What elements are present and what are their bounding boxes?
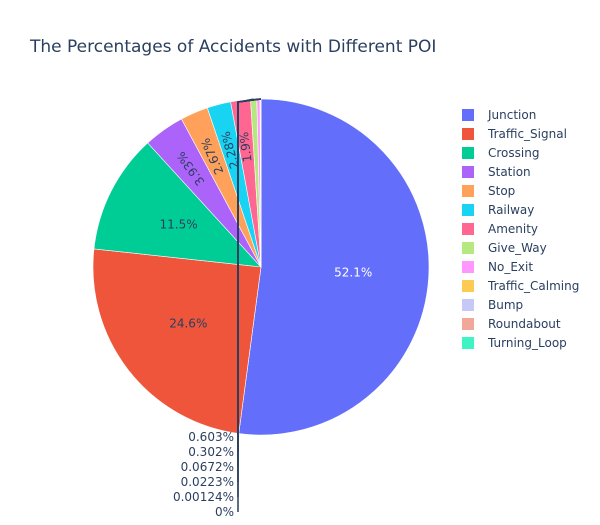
- pie-slices: [92, 98, 430, 436]
- legend-swatch: [462, 223, 474, 235]
- legend-label: Traffic_Calming: [487, 279, 579, 293]
- outside-label-bump: 0.0223%: [181, 475, 234, 489]
- legend-swatch: [462, 109, 474, 121]
- legend-swatch: [462, 280, 474, 292]
- legend-item-turning-loop[interactable]: Turning_Loop: [462, 336, 567, 350]
- legend-item-bump[interactable]: Bump: [462, 298, 523, 312]
- legend-swatch: [462, 299, 474, 311]
- legend-swatch: [462, 318, 474, 330]
- legend-item-no-exit[interactable]: No_Exit: [462, 260, 533, 274]
- chart-title: The Percentages of Accidents with Differ…: [29, 37, 436, 57]
- legend-swatch: [462, 166, 474, 178]
- slice-label-crossing: 11.5%: [160, 218, 198, 232]
- legend-swatch: [462, 147, 474, 159]
- legend-swatch: [462, 204, 474, 216]
- legend-label: Roundabout: [488, 317, 561, 331]
- outside-label-give-way: 0.603%: [188, 430, 234, 444]
- legend-swatch: [462, 185, 474, 197]
- legend-label: Railway: [488, 203, 534, 217]
- legend-label: Stop: [488, 184, 515, 198]
- legend-item-amenity[interactable]: Amenity: [462, 222, 538, 236]
- slice-label-amenity: 1.9%: [237, 131, 255, 163]
- legend-label: No_Exit: [488, 260, 533, 274]
- legend-label: Give_Way: [488, 241, 547, 255]
- legend-swatch: [462, 261, 474, 273]
- legend-label: Amenity: [488, 222, 538, 236]
- slice-label-junction: 52.1%: [334, 266, 372, 280]
- legend-item-traffic-signal[interactable]: Traffic_Signal: [462, 127, 567, 141]
- pie-slice-junction: [238, 98, 430, 436]
- legend-label: Bump: [488, 298, 523, 312]
- outside-label-roundabout: 0.00124%: [173, 490, 234, 504]
- legend-swatch: [462, 337, 474, 349]
- legend-label: Junction: [487, 108, 536, 122]
- pie-inside-labels: 52.1%24.6%11.5%3.93%2.67%2.28%1.9%: [160, 130, 373, 331]
- legend-item-stop[interactable]: Stop: [462, 184, 515, 198]
- legend-label: Crossing: [488, 146, 539, 160]
- outside-label-no-exit: 0.302%: [188, 445, 234, 459]
- pie-outside-labels: 0.603%0.302%0.0672%0.0223%0.00124%0%: [173, 98, 262, 519]
- legend-item-give-way[interactable]: Give_Way: [462, 241, 547, 255]
- legend-item-traffic-calming[interactable]: Traffic_Calming: [462, 279, 579, 293]
- legend-swatch: [462, 128, 474, 140]
- legend-item-railway[interactable]: Railway: [462, 203, 534, 217]
- legend-item-roundabout[interactable]: Roundabout: [462, 317, 561, 331]
- slice-label-traffic-signal: 24.6%: [169, 317, 207, 331]
- leader-line-turning-loop: [237, 98, 262, 512]
- outside-label-turning-loop: 0%: [215, 505, 234, 519]
- legend-label: Turning_Loop: [487, 336, 567, 350]
- pie-slice-traffic-signal: [92, 248, 262, 434]
- legend-label: Station: [488, 165, 531, 179]
- legend-label: Traffic_Signal: [487, 127, 567, 141]
- legend-swatch: [462, 242, 474, 254]
- pie-slice-crossing: [93, 142, 262, 268]
- legend-item-crossing[interactable]: Crossing: [462, 146, 539, 160]
- legend-item-junction[interactable]: Junction: [462, 108, 536, 122]
- outside-label-traffic-calming: 0.0672%: [181, 460, 234, 474]
- legend-item-station[interactable]: Station: [462, 165, 531, 179]
- legend: Junction Traffic_Signal Crossing Station Sto…: [462, 108, 579, 350]
